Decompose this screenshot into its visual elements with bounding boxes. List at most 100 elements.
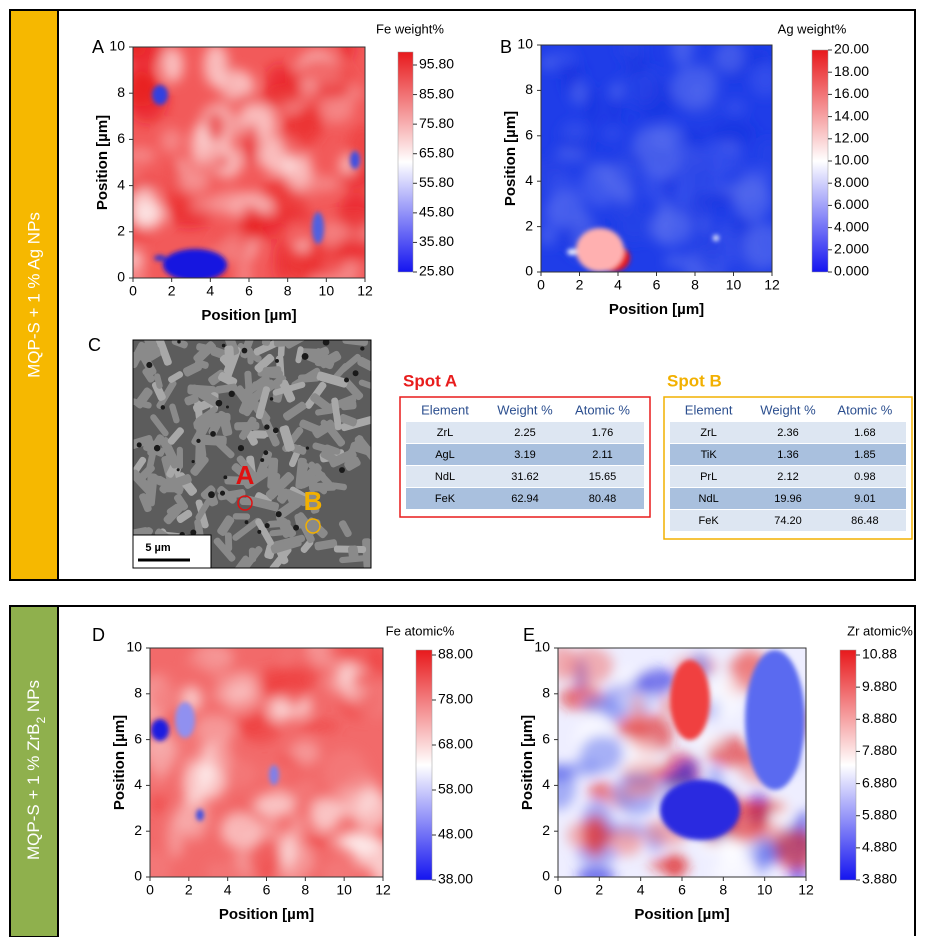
colorbar-label: 25.80 [419, 263, 454, 279]
texture-blob [133, 201, 166, 229]
grain [340, 416, 371, 432]
grain [255, 386, 271, 420]
grain [298, 373, 320, 383]
table-row [406, 488, 644, 509]
grain [159, 437, 181, 469]
side-label-text: MQP-S + 1 % ZrB [24, 724, 43, 861]
table-row [670, 422, 906, 443]
table-cell: 1.76 [592, 427, 613, 439]
grain [213, 537, 236, 562]
texture-blob [590, 192, 619, 205]
grain [362, 538, 371, 568]
colorbar-label: 20.00 [834, 41, 869, 57]
x-tick-label: 4 [206, 283, 214, 299]
texture-blob [757, 137, 772, 169]
colorbar-label: 38.00 [438, 871, 473, 887]
pore [228, 390, 235, 398]
pore [257, 529, 262, 534]
pore [223, 475, 228, 480]
table-header: Atomic % [575, 402, 630, 417]
table-title: Spot A [403, 371, 457, 390]
grain [154, 373, 163, 389]
x-axis-label: Position [µm] [219, 906, 314, 923]
colorbar-label: 65.80 [419, 144, 454, 160]
pore [264, 424, 270, 430]
scale-bar-label: 5 µm [145, 542, 171, 554]
pore [275, 358, 279, 363]
texture-blob [317, 95, 355, 124]
texture-blob [208, 736, 232, 777]
y-tick-label: 6 [525, 127, 533, 143]
colorbar [839, 649, 857, 881]
y-tick-label: 2 [117, 223, 125, 239]
y-tick-label: 10 [126, 639, 142, 655]
colorbar-label: 6.880 [862, 774, 897, 790]
table-cell: ZrL [437, 427, 454, 439]
table-row [670, 444, 906, 465]
texture-blob [301, 175, 341, 192]
grain [244, 370, 254, 403]
y-tick-label: 2 [134, 822, 142, 838]
spot [154, 255, 166, 261]
grain [217, 515, 235, 536]
texture-blob [711, 120, 757, 146]
texture-blob [733, 175, 772, 222]
pore [293, 524, 300, 531]
grain [344, 456, 361, 471]
x-tick-label: 4 [614, 277, 622, 293]
texture-blob [565, 648, 614, 685]
texture-blob [541, 163, 572, 177]
table-cell: 3.19 [514, 449, 535, 461]
x-tick-label: 8 [691, 277, 699, 293]
texture-blob [189, 196, 234, 213]
y-tick-label: 4 [542, 776, 550, 792]
grain [315, 407, 335, 416]
colorbar-label: 75.80 [419, 115, 454, 131]
x-tick-label: 10 [336, 882, 352, 898]
x-tick-label: 0 [554, 882, 562, 898]
y-tick-label: 0 [117, 269, 125, 285]
table-cell: 1.36 [777, 449, 798, 461]
texture-blob [606, 98, 622, 124]
panel-letter: C [88, 335, 101, 355]
table-title: Spot B [667, 371, 722, 390]
table-cell: NdL [699, 493, 719, 505]
sem-frame [132, 339, 372, 569]
texture-blob [743, 800, 787, 815]
table-cell: FeK [699, 515, 720, 527]
grain [306, 490, 320, 514]
heatmap-spots [151, 702, 279, 821]
table-cell: 74.20 [774, 515, 802, 527]
colorbar-label: 8.000 [834, 174, 869, 190]
table-cell: 15.65 [589, 471, 617, 483]
y-tick-label: 0 [542, 868, 550, 884]
table-cell: ZrL [700, 427, 717, 439]
grain [269, 529, 286, 537]
colorbar-label: 9.880 [862, 678, 897, 694]
grain [265, 471, 295, 500]
colorbar [415, 649, 433, 881]
pore [215, 399, 223, 407]
grain [346, 435, 364, 457]
y-tick-label: 10 [534, 639, 550, 655]
heatmap [558, 648, 806, 877]
texture-blob [631, 693, 644, 736]
heatmap-texture [541, 45, 772, 272]
texture-blob [287, 70, 304, 105]
texture-blob [161, 47, 184, 83]
pore [244, 520, 249, 525]
grain [316, 371, 348, 388]
texture-blob [205, 109, 225, 145]
grain [338, 520, 352, 538]
pore [146, 361, 153, 369]
table-header: Weight % [760, 402, 816, 417]
colorbar-label: 10.00 [834, 152, 869, 168]
texture-blob [663, 254, 687, 268]
y-tick-label: 4 [134, 776, 142, 792]
grain [224, 345, 235, 368]
grain [323, 421, 346, 447]
spot [175, 702, 195, 738]
side-label: MQP-S + 1 % Ag NPs [24, 212, 43, 378]
grain [245, 495, 280, 512]
grain [223, 340, 240, 356]
